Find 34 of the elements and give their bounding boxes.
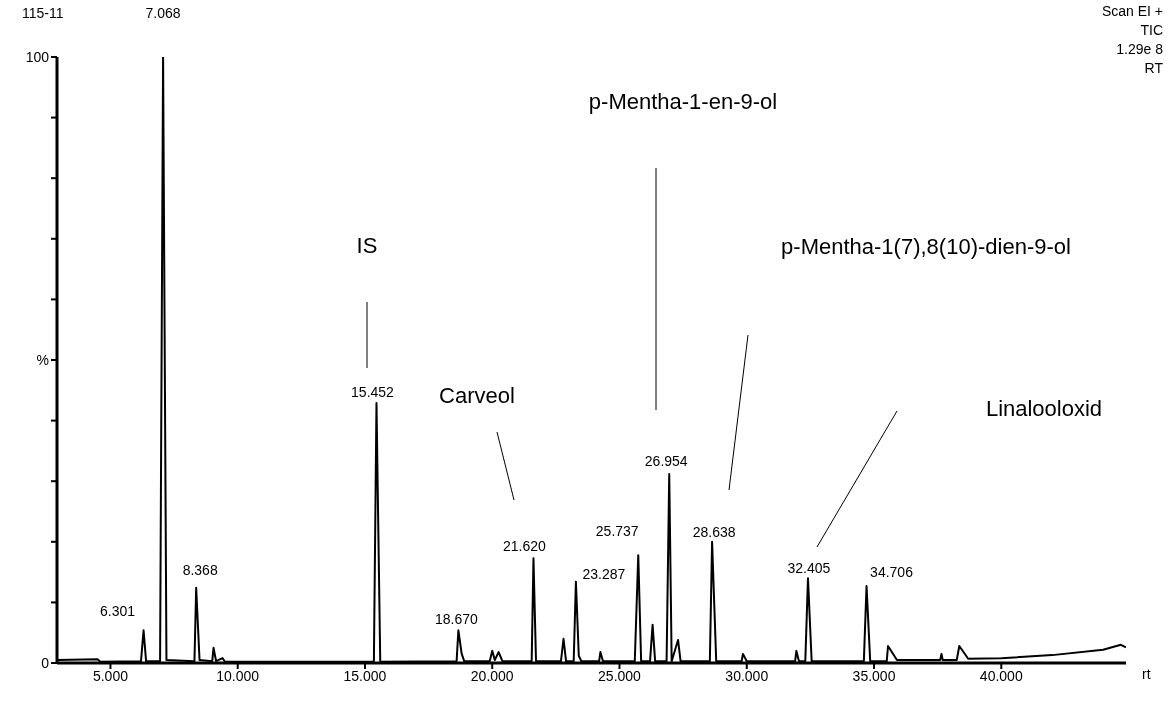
annotation: 6.301 — [100, 602, 136, 619]
annotation: 7.068 — [145, 4, 181, 21]
annotation: 34.706 — [870, 563, 914, 580]
text: TIC — [1140, 21, 1163, 38]
x-tick-label: 5.000 — [92, 667, 129, 684]
x-tick-label: 40.000 — [979, 667, 1023, 684]
x-axis-title: rt — [1142, 666, 1151, 682]
y-tick-label: 0 — [41, 654, 50, 671]
annotation: 32.405 — [787, 559, 831, 576]
x-tick-label: 20.000 — [470, 667, 514, 684]
y-tick-label: 100 — [25, 48, 50, 65]
text: Scan EI + — [1101, 2, 1163, 19]
annotation: 28.638 — [692, 523, 736, 540]
text: RT — [1144, 59, 1164, 76]
annotation: IS — [356, 232, 378, 258]
annotation: 18.670 — [434, 610, 478, 627]
annotation: p-Mentha-1(7),8(10)-dien-9-ol — [781, 233, 1071, 259]
annotation: Carveol — [439, 382, 515, 408]
chart-title: 115-11 — [22, 5, 64, 21]
annotation: 15.452 — [351, 383, 395, 400]
text: 1.29e 8 — [1116, 40, 1164, 57]
annotation: 23.287 — [582, 566, 626, 583]
annotation: 25.737 — [595, 522, 639, 539]
x-tick-label: 30.000 — [725, 667, 769, 684]
x-tick-label: 25.000 — [598, 667, 642, 684]
x-tick-label: 15.000 — [343, 667, 387, 684]
x-tick-label: 35.000 — [852, 667, 896, 684]
annotation: 26.954 — [644, 452, 688, 469]
annotation: p-Mentha-1-en-9-ol — [588, 88, 778, 114]
y-tick-label: % — [36, 351, 49, 368]
x-tick-label: 10.000 — [216, 667, 260, 684]
annotation: 8.368 — [182, 561, 218, 578]
annotation: Linalooloxid — [985, 395, 1103, 421]
annotation: 21.620 — [503, 537, 547, 554]
